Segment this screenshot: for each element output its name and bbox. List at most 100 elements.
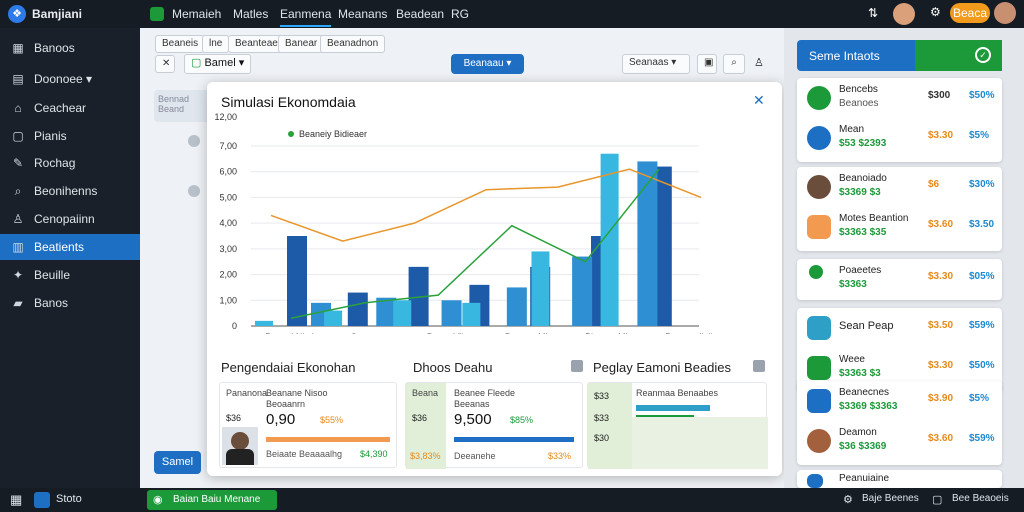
row-sub: $3369 $3363 — [839, 401, 898, 412]
search-select[interactable]: Seanaas ▾ — [622, 54, 690, 74]
card-percent: $55% — [320, 415, 344, 425]
filter-2[interactable]: Beanteaer — [228, 35, 289, 53]
list-item[interactable]: Motes Beantion $3363 $35 $3.60 $3.50 — [797, 207, 1002, 247]
bar — [441, 300, 462, 326]
list-item[interactable]: Beanecnes $3369 $3363 $3.90 $5% — [797, 381, 1002, 421]
list-item[interactable]: Mean $53 $2393 $3.30 $5% — [797, 118, 1002, 158]
notification-icon[interactable]: ⇅ — [868, 6, 879, 20]
app-title: Bamjiani — [32, 7, 83, 21]
settings-icon[interactable]: ⚙ — [930, 5, 941, 19]
save-icon[interactable]: ▣ — [697, 54, 717, 74]
sidebar-item-2[interactable]: ⌂ Ceachear — [0, 95, 140, 121]
simulation-modal: Simulasi Ekonomdaia ✕ 0 1,00 2,00 3,00 4,00 5… — [207, 82, 782, 476]
close-icon[interactable]: ✕ — [753, 92, 765, 108]
bar — [347, 292, 368, 326]
sidebar-item-1[interactable]: ▤ Doonoee ▾ — [0, 66, 140, 92]
progress-fill — [454, 437, 574, 442]
nav-tab-2[interactable]: Eanmena — [280, 7, 332, 27]
chip-icon: ◉ — [153, 494, 163, 506]
row-name: Deamon — [839, 427, 877, 438]
card-label: $33 — [594, 391, 610, 401]
bar — [572, 256, 593, 326]
filter-4[interactable]: Beanadnon — [320, 35, 386, 53]
table-icon: ▥ — [12, 240, 24, 254]
list-item[interactable]: Weee $3363 $3 $3.30 $50% — [797, 348, 1002, 388]
row-change: $59% — [969, 320, 995, 331]
row-sub: $53 $2393 — [839, 138, 887, 149]
sidebar-item-8[interactable]: ✦ Beuille — [0, 262, 140, 288]
select-dropdown[interactable]: ▢ Bamel ▾ — [184, 54, 252, 74]
y-tick-label: 5,00 — [219, 192, 237, 202]
y-tick-label: 7,00 — [219, 141, 237, 151]
sidebar-item-9[interactable]: ▰ Banos — [0, 290, 140, 316]
sidebar-item-3[interactable]: ▢ Pianis — [0, 123, 140, 149]
select-icon: ▢ — [191, 57, 205, 69]
card-footer-value: $4,390 — [360, 449, 388, 459]
nav-tab-3[interactable]: Meanans — [338, 7, 388, 21]
card-label: Pananona — [226, 388, 268, 398]
nav-tab-4[interactable]: Beadean — [396, 7, 445, 21]
row-price: $3.60 — [928, 219, 954, 230]
primary-dropdown-button[interactable]: Beanaau ▾ — [451, 54, 524, 74]
user-icon-small[interactable]: ♙ — [754, 57, 764, 69]
list-item[interactable]: Bencebs Beanoes $300 $50% — [797, 78, 1002, 118]
card-body: $33 Reanmaa Benaabes $33 $30 — [587, 382, 768, 469]
check-circle-icon[interactable]: ✓ — [975, 47, 991, 63]
check-icon[interactable] — [571, 360, 583, 372]
avatar-icon[interactable] — [893, 3, 915, 25]
check-icon[interactable] — [753, 360, 765, 372]
y-tick-label: 12,00 — [214, 112, 237, 122]
card-percent: $85% — [510, 415, 534, 425]
card-label: $33 — [594, 413, 610, 423]
sidebar-item-6[interactable]: ♙ Cenopaiinn — [0, 206, 140, 232]
window-icon[interactable]: ▢ — [932, 494, 943, 506]
card-footer-value: $33% — [548, 451, 572, 461]
row-name: Beanecnes — [839, 387, 890, 398]
list-item[interactable]: Sean Peap $3.50 $59% — [797, 308, 1002, 348]
user-icon: ♙ — [12, 212, 24, 226]
close-filter-icon[interactable]: ✕ — [155, 55, 175, 73]
filter-3[interactable]: Banear — [278, 35, 325, 53]
right-panel: Seme Intaots ✓ Bencebs Beanoes $300 $50% Me… — [784, 28, 1024, 488]
card-label: $36 — [412, 413, 428, 423]
filter-0[interactable]: Beaneis — [155, 35, 206, 53]
nav-tab-0[interactable]: Memaieh — [172, 7, 222, 21]
app-logo-icon: ❖ — [8, 5, 26, 23]
chart-area — [632, 417, 768, 469]
x-tick-label: Beanr Vilaty — [427, 332, 476, 334]
grid-icon: ▦ — [12, 41, 24, 55]
cta-button[interactable]: Beaca — [950, 3, 990, 23]
bank-icon: ⌂ — [14, 101, 22, 115]
list-item[interactable]: Beanoiado $3369 $3 $6 $30% — [797, 167, 1002, 207]
bullet-icon — [188, 185, 200, 197]
footer-link[interactable]: Baje Beenes — [862, 493, 919, 504]
bullet-icon — [188, 135, 200, 147]
save-button[interactable]: Samel — [154, 451, 201, 474]
filter-1[interactable]: lne — [202, 35, 230, 53]
zoom-icon[interactable]: ⌕ — [723, 54, 745, 74]
nav-tab-1[interactable]: Matles — [233, 7, 269, 21]
user-avatar-icon[interactable] — [994, 2, 1016, 24]
y-tick-label: 6,00 — [219, 167, 237, 177]
line-series-green — [290, 168, 660, 320]
sidebar-item-7[interactable]: ▥ Beatients — [0, 234, 140, 260]
card-value: 0,90 — [266, 411, 296, 428]
list-item[interactable]: Poaeetes $3363 $3.30 $05% — [797, 259, 1002, 299]
folder-icon: ▰ — [13, 296, 23, 310]
apps-grid-icon[interactable]: ▦ — [10, 492, 23, 507]
active-chip[interactable]: Baian Baiu Menane — [147, 490, 277, 510]
nav-tab-5[interactable]: RG — [451, 7, 469, 21]
row-change: $30% — [969, 179, 995, 190]
line-series-orange — [270, 168, 702, 242]
sidebar-item-0[interactable]: ▦ Banoos — [0, 35, 140, 61]
row-change: $5% — [969, 130, 990, 141]
list-item[interactable]: Deamon $36 $3369 $3.60 $59% — [797, 421, 1002, 461]
sidebar-item-4[interactable]: ✎ Rochag — [0, 150, 140, 176]
footer-link[interactable]: Bee Beaoeis — [952, 493, 1009, 504]
status-dot-icon — [809, 265, 823, 279]
bar — [637, 161, 658, 326]
store-icon[interactable] — [34, 492, 50, 508]
list-item[interactable]: Peanuiaine — [797, 470, 1002, 488]
sidebar-item-5[interactable]: ⌕ Beonihenns — [0, 178, 140, 204]
gear-icon[interactable]: ⚙ — [843, 494, 853, 506]
